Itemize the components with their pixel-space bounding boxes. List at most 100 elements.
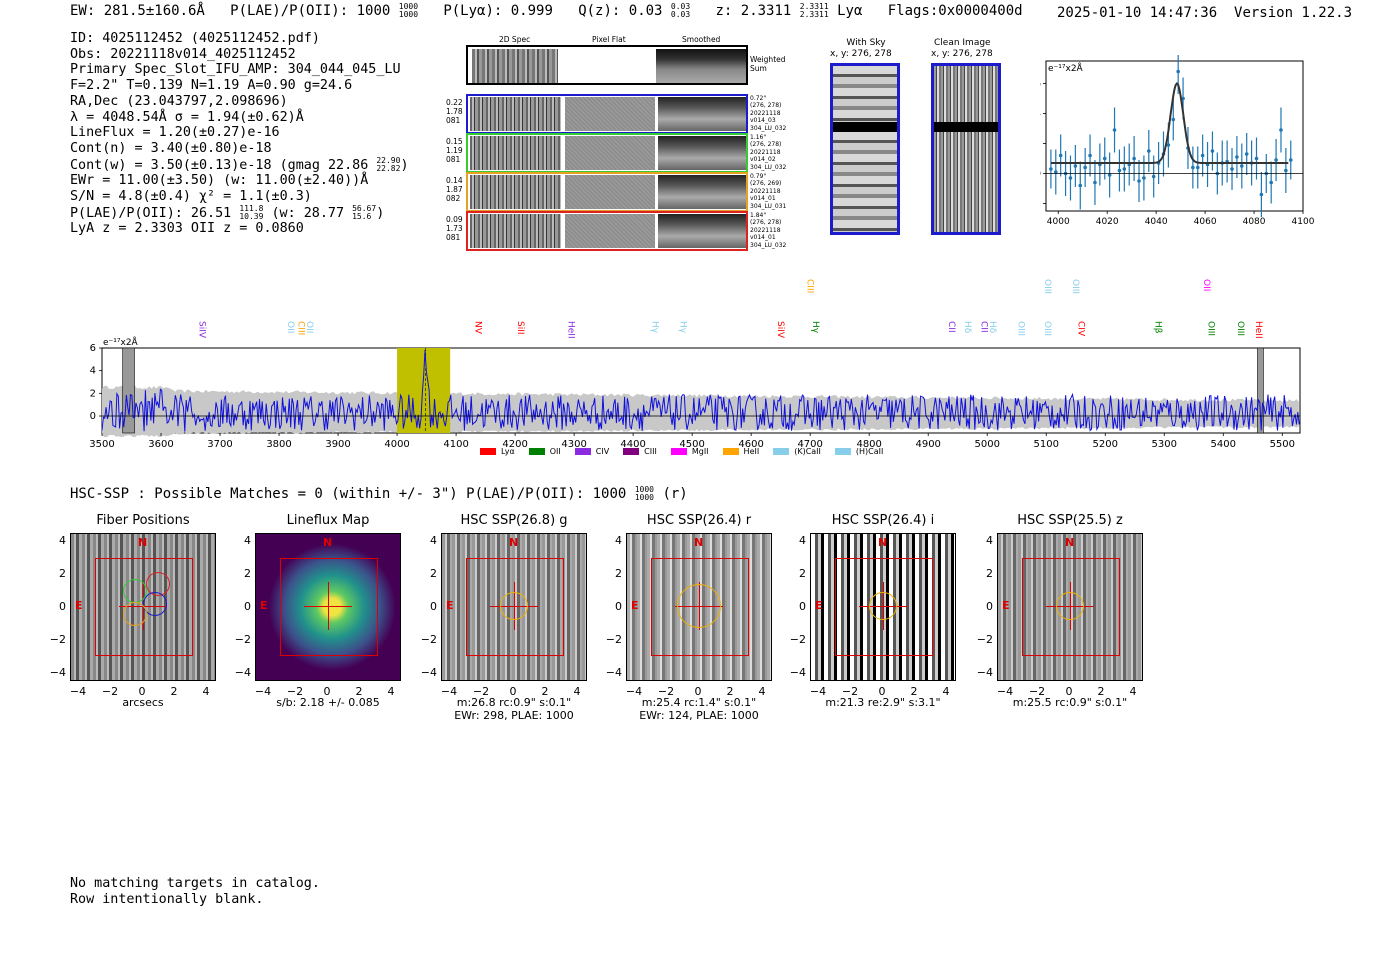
east-label: E: [631, 599, 639, 612]
clean-image: [931, 63, 1001, 235]
y-tick-label: −2: [605, 633, 622, 646]
spectral-line-marker: CIII: [296, 321, 306, 335]
y-tick-label: −2: [234, 633, 251, 646]
x-tick-label: 4: [758, 685, 766, 698]
y-tick-label: 4: [986, 534, 993, 547]
flags-value: Flags:0x0000400d: [887, 3, 1023, 19]
x-tick-label: 4500: [679, 439, 704, 450]
info-lineflux: LineFlux = 1.20(±0.27)e-16: [70, 125, 280, 141]
hsc-panel-title: Lineflux Map: [286, 513, 370, 528]
smoothed-cutout: [658, 97, 746, 131]
legend-swatch: [773, 448, 790, 455]
y-tick-label: 4: [59, 534, 66, 547]
x-tick-label: 4100: [443, 439, 468, 450]
spectrum-line: [101, 350, 1300, 432]
legend-swatch: [670, 448, 687, 455]
spectrum-units: e⁻¹⁷x2Å: [103, 336, 139, 348]
data-point: [1181, 96, 1185, 101]
x-tick-label: 3900: [325, 439, 350, 450]
hsc-caption-1: arcsecs: [122, 696, 164, 709]
north-label: N: [694, 536, 704, 549]
hsc-caption-1: m:25.5 rc:0.9" s:0.1": [1012, 696, 1128, 709]
spectral-line-marker: Hγ: [677, 321, 687, 334]
with-sky-xy: x, y: 276, 278: [830, 49, 892, 59]
x-tick-label: 5300: [1152, 439, 1177, 450]
y-tick-label: −4: [49, 666, 66, 679]
legend-label: CIII: [644, 447, 657, 456]
catalog-aperture-circle: [869, 592, 897, 620]
data-point: [1200, 153, 1205, 158]
legend-swatch: [722, 448, 739, 455]
y-tick-label: 0: [615, 600, 622, 613]
x-tick-label: 4060: [1194, 217, 1217, 227]
north-label: N: [323, 536, 333, 549]
east-label: E: [260, 599, 268, 612]
hsc-caption-1: s/b: 2.18 +/- 0.085: [276, 696, 380, 709]
exposure-right-info: 1.84" (276, 278) 20221118 v014_01 304_LU_032: [750, 212, 787, 249]
x-tick-label: 4100: [1292, 217, 1315, 227]
y-tick-label: 2: [1040, 140, 1041, 150]
x-tick-label: 4: [202, 685, 210, 698]
y-tick-label: −2: [420, 633, 437, 646]
data-point: [1288, 158, 1293, 162]
x-tick-label: 5500: [1270, 439, 1295, 450]
spectral-line-marker: OIII: [1070, 279, 1080, 294]
y-tick-label: 4: [799, 534, 806, 547]
x-tick-label: 2: [726, 685, 734, 698]
x-tick-label: 0: [138, 685, 146, 698]
spec2d-cutout: [470, 136, 561, 170]
hsc-panel-title: Fiber Positions: [96, 513, 190, 528]
hsc-matches-line: HSC-SSP : Possible Matches = 0 (within +…: [70, 485, 688, 503]
x-tick-label: −4: [440, 685, 458, 698]
north-label: N: [138, 536, 148, 549]
exposure-right-info: 1.16" (276, 278) 20221118 v014_02 304_LU_032: [750, 134, 787, 171]
data-point: [1053, 170, 1058, 174]
spectral-line-marker: OIII: [1016, 321, 1026, 336]
qz-errors: 0.03 0.03: [670, 2, 691, 19]
y-tick-label: −2: [1040, 200, 1041, 210]
spectral-line-marker: CIV: [1076, 321, 1086, 337]
x-tick-label: −4: [996, 685, 1014, 698]
data-point: [1122, 167, 1127, 171]
x-tick-label: −2: [1028, 685, 1046, 698]
spec2d-cutout: [470, 97, 561, 131]
legend-swatch: [480, 448, 496, 455]
x-tick-label: 2: [541, 685, 549, 698]
emission-line-window: [397, 348, 451, 433]
exposure-right-info: 0.79" (276, 269) 20221118 v014_01 304_LU_031: [750, 173, 787, 210]
timestamp-version: 2025-01-10 14:47:36 Version 1.22.3: [1057, 5, 1352, 21]
y-tick-label: −4: [420, 666, 437, 679]
footer-line-1: No matching targets in catalog.: [70, 876, 320, 891]
x-tick-label: 0: [878, 685, 886, 698]
legend-label: (H)CaII: [855, 447, 884, 456]
legend-swatch: [623, 448, 640, 455]
aperture-box: [466, 558, 564, 656]
spectral-line-marker: Hδ: [987, 321, 997, 334]
pixel-flat-cutout: [565, 214, 655, 248]
info-sn: S/N = 4.8(±0.4) χ² = 1.1(±0.3): [70, 189, 312, 205]
with-sky-title: With Sky: [846, 38, 886, 48]
x-tick-label: 5100: [1034, 439, 1059, 450]
x-tick-label: 4: [387, 685, 395, 698]
exposure-left-stats: 0.22 1.78 081: [446, 98, 463, 125]
pixel-flat-cutout: [565, 175, 655, 209]
x-tick-label: −4: [69, 685, 87, 698]
info-radec: RA,Dec (23.043797,2.098696): [70, 93, 288, 109]
x-tick-label: 0: [323, 685, 331, 698]
x-tick-label: 2: [355, 685, 363, 698]
spectral-line-marker: Hβ: [1152, 321, 1162, 334]
data-point: [1240, 164, 1244, 168]
spec2d-cutout: [470, 214, 561, 248]
x-tick-label: 0: [694, 685, 702, 698]
fiber-circle: [143, 592, 167, 616]
masked-region: [122, 347, 135, 434]
exposure-cutout-row: [466, 172, 748, 212]
info-id: ID: 4025112452 (4025112452.pdf): [70, 31, 320, 46]
info-primary: Primary Spec_Slot_IFU_AMP: 304_044_045_L…: [70, 62, 401, 78]
x-tick-label: −2: [286, 685, 304, 698]
exposure-cutout-row: [466, 94, 748, 134]
